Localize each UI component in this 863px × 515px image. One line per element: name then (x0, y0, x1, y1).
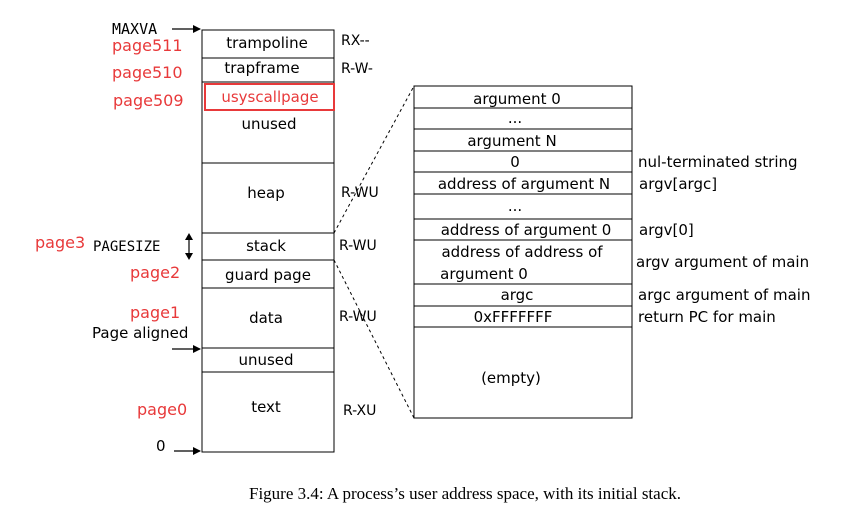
stack-row-null: 0 (510, 153, 520, 171)
stack-row-argc: argc (501, 286, 534, 304)
page510-label: page510 (112, 63, 183, 82)
perm-data: R-WU (339, 309, 377, 325)
note-argv-argc: argv[argc] (639, 175, 717, 193)
pagesize-double-arrow (185, 233, 193, 260)
stack-row-ellipsis: ... (508, 109, 522, 127)
stack-row-address-arg-n: address of argument N (438, 175, 610, 193)
page0-label: page0 (137, 400, 187, 419)
zoom-line-top (333, 85, 415, 234)
stack-row-return-pc: 0xFFFFFFF (474, 308, 553, 326)
stack-row-argument-0: argument 0 (473, 90, 561, 108)
segment-unused-top: unused (241, 115, 296, 133)
page1-label: page1 (130, 303, 180, 322)
segment-text: text (251, 398, 281, 416)
stack-row-address-arg-0: address of argument 0 (441, 221, 612, 239)
pagesize-label: PAGESIZE (93, 239, 160, 255)
perm-text: R-XU (343, 403, 376, 419)
stack-detail-box (413, 85, 633, 419)
stack-row-address-of-address-line2: argument 0 (440, 265, 528, 283)
page511-label: page511 (112, 36, 183, 55)
address-space-outline (201, 29, 335, 453)
segment-trapframe: trapframe (224, 59, 299, 77)
note-argv-argument: argv argument of main (636, 253, 809, 271)
stack-row-argument-n: argument N (467, 132, 556, 150)
segment-heap: heap (247, 184, 284, 202)
perm-trampoline: RX-- (341, 33, 370, 49)
segment-data: data (249, 309, 283, 327)
stack-row-empty: (empty) (481, 369, 541, 387)
usyscallpage-highlight (204, 83, 335, 111)
segment-usyscallpage: usyscallpage (221, 88, 318, 106)
segment-stack: stack (246, 237, 286, 255)
page-aligned-label: Page aligned (92, 324, 188, 342)
page509-label: page509 (113, 91, 184, 110)
maxva-label: MAXVA (112, 20, 157, 38)
page3-label: page3 (35, 233, 85, 252)
perm-heap: R-WU (341, 185, 379, 201)
address-space-column (201, 29, 335, 453)
perm-stack: R-WU (339, 238, 377, 254)
stack-row-address-of-address: address of address of (441, 243, 603, 261)
perm-trapframe: R-W- (341, 61, 373, 77)
note-nul-terminated: nul-terminated string (638, 153, 798, 171)
page2-label: page2 (130, 263, 180, 282)
figure-caption: Figure 3.4: A process’s user address spa… (249, 484, 681, 503)
zero-label: 0 (156, 437, 166, 455)
zoom-line-bottom (333, 259, 415, 419)
segment-unused-bottom: unused (238, 351, 293, 369)
segment-guard-page: guard page (225, 266, 311, 284)
segment-trampoline: trampoline (226, 34, 308, 52)
note-return-pc: return PC for main (638, 308, 776, 326)
stack-row-ellipsis: ... (508, 197, 522, 215)
note-argc-argument: argc argument of main (638, 286, 810, 304)
note-argv-0: argv[0] (639, 221, 694, 239)
